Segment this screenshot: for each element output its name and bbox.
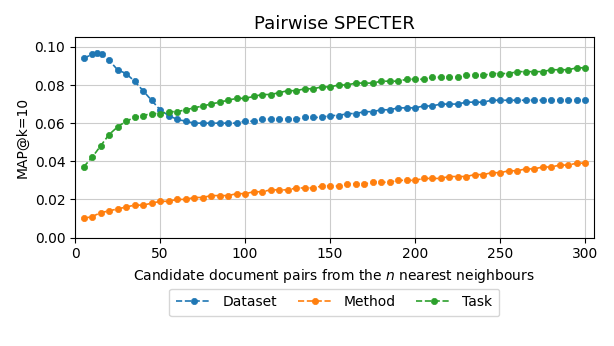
Title: Pairwise SPECTER: Pairwise SPECTER: [254, 15, 415, 33]
Task: [208, 102, 215, 106]
Dataset: [80, 56, 87, 61]
Task: [250, 94, 257, 99]
Dataset: [208, 121, 215, 125]
Task: [581, 66, 589, 70]
Task: [80, 165, 87, 169]
Line: Dataset: Dataset: [80, 49, 588, 126]
Dataset: [394, 106, 402, 110]
Method: [241, 192, 249, 196]
Dataset: [360, 110, 368, 114]
X-axis label: Candidate document pairs from the $n$ nearest neighbours: Candidate document pairs from the $n$ ne…: [133, 267, 535, 285]
Dataset: [581, 98, 589, 102]
Line: Task: Task: [80, 65, 588, 170]
Method: [250, 190, 257, 194]
Method: [581, 161, 589, 165]
Dataset: [267, 117, 274, 121]
Task: [165, 110, 173, 114]
Dataset: [93, 51, 101, 55]
Method: [573, 161, 580, 165]
Line: Method: Method: [80, 160, 588, 221]
Dataset: [190, 121, 198, 125]
Method: [394, 178, 402, 182]
Method: [224, 193, 231, 198]
Method: [165, 199, 173, 203]
Task: [394, 79, 402, 83]
Y-axis label: MAP@k=10: MAP@k=10: [15, 97, 29, 178]
Dataset: [530, 98, 538, 102]
Task: [241, 96, 249, 100]
Task: [224, 98, 231, 102]
Task: [573, 66, 580, 70]
Legend: Dataset, Method, Task: Dataset, Method, Task: [169, 289, 499, 317]
Dataset: [182, 119, 189, 123]
Method: [80, 216, 87, 220]
Method: [208, 193, 215, 198]
